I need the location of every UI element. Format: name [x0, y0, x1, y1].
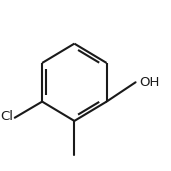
Text: Cl: Cl	[0, 110, 13, 123]
Text: OH: OH	[139, 76, 159, 89]
